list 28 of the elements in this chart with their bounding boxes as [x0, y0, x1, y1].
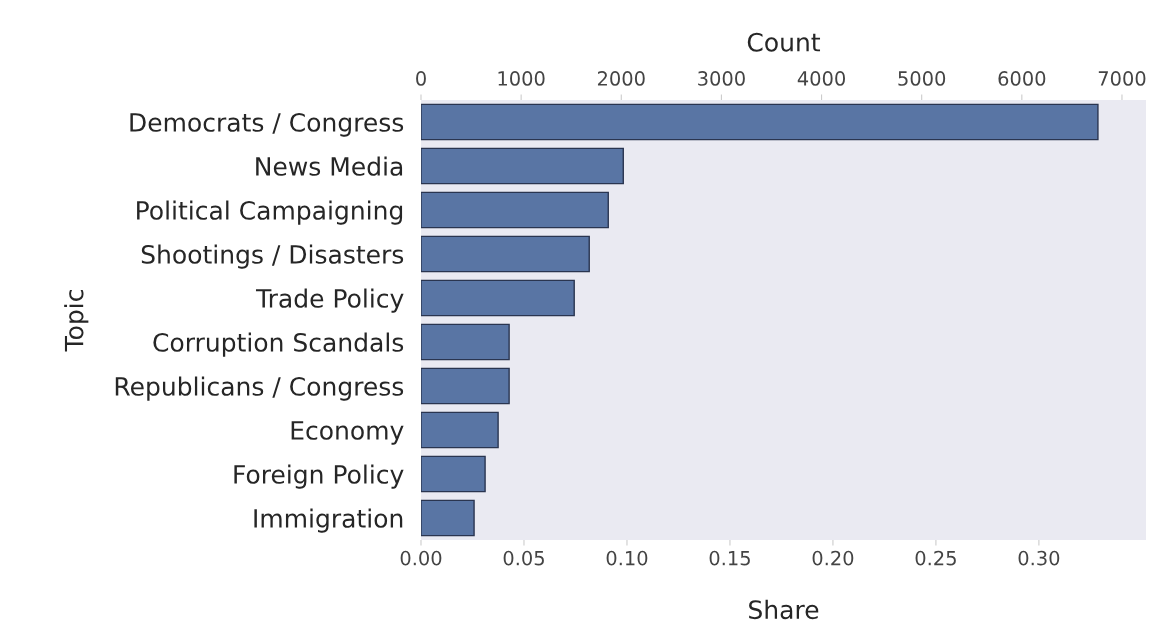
x-tick-label: 0.15 — [709, 550, 750, 566]
y-tick-label: News Media — [256, 156, 403, 176]
x2-tick-label: 7000 — [1098, 71, 1146, 86]
y-tick-label: Republicans / Congress — [115, 376, 404, 401]
x-tick-label: 0.05 — [503, 550, 544, 566]
y-axis-title: Topic — [64, 290, 89, 352]
x2-tick-label: 2000 — [597, 71, 645, 86]
x-tick-label: 0.00 — [400, 550, 442, 566]
x2-axis-title: Count — [747, 32, 821, 52]
x-tick-label: 0.25 — [915, 550, 956, 566]
y-tick-label: Corruption Scandals — [153, 332, 404, 357]
y-tick-label: Trade Policy — [255, 288, 404, 313]
x2-tick-label: 6000 — [998, 71, 1046, 86]
x-tick-label: 0.30 — [1018, 550, 1060, 566]
y-tick-label: Democrats / Congress — [130, 112, 404, 137]
x2-tick-label: 4000 — [797, 71, 845, 86]
x2-tick-label: 3000 — [698, 71, 745, 86]
y-tick-label: Economy — [291, 421, 404, 445]
x-tick-label: 0.20 — [812, 550, 854, 566]
y-tick-label: Foreign Policy — [234, 464, 404, 489]
x-tick-label: 0.10 — [606, 550, 648, 566]
y-tick-label: Shootings / Disasters — [141, 244, 404, 269]
x2-tick-label: 1000 — [498, 71, 545, 86]
y-tick-label: Immigration — [254, 508, 403, 533]
x2-tick-label: 0 — [416, 71, 426, 86]
y-tick-label: Political Campaigning — [137, 200, 403, 225]
x2-tick-label: 5000 — [898, 71, 946, 86]
x-axis-title: Share — [749, 599, 819, 620]
